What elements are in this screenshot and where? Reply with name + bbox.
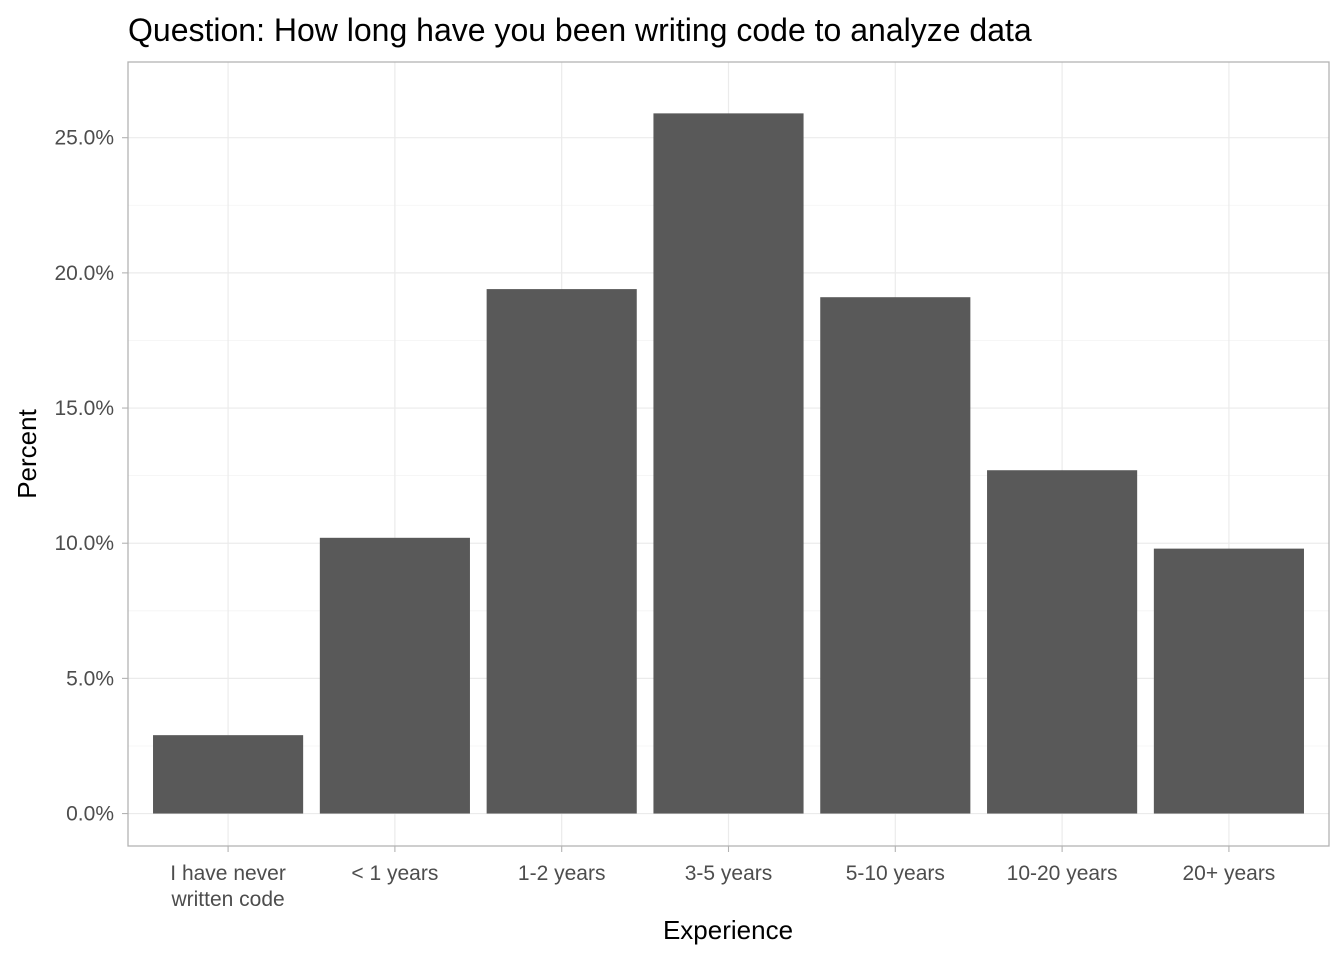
x-axis: I have never written code < 1 years 1-2 yea… [170, 846, 1275, 911]
y-axis-title: Percent [12, 408, 42, 498]
x-tick-label: 5-10 years [846, 862, 945, 885]
bar [1153, 548, 1304, 814]
bar [820, 297, 971, 814]
y-tick-label: 25.0% [54, 127, 114, 150]
x-tick-label: 20+ years [1183, 862, 1276, 885]
x-tick-label: < 1 years [351, 862, 438, 885]
bar [653, 113, 804, 814]
y-tick-label: 0.0% [66, 803, 114, 826]
x-tick-label: 1-2 years [518, 862, 606, 885]
y-tick-label: 20.0% [54, 262, 114, 285]
x-axis-title: Experience [663, 915, 793, 945]
x-tick-label: 3-5 years [685, 862, 773, 885]
x-tick-label: I have never written code [170, 862, 286, 911]
y-axis: 0.0% 5.0% 10.0% 15.0% 20.0% 25.0% [54, 127, 128, 826]
y-tick-label: 15.0% [54, 397, 114, 420]
bar [319, 537, 470, 814]
bars [153, 113, 1304, 814]
chart-title: Question: How long have you been writing… [128, 12, 1032, 48]
y-tick-label: 10.0% [54, 532, 114, 555]
bar [987, 470, 1138, 814]
bar [153, 735, 304, 814]
y-tick-label: 5.0% [66, 667, 114, 690]
x-tick-label: 10-20 years [1007, 862, 1118, 885]
bar [486, 289, 637, 814]
